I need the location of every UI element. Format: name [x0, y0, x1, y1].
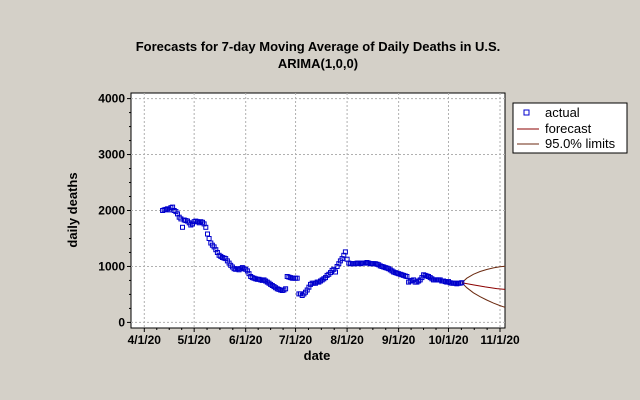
plot-area	[130, 92, 506, 329]
x-axis-label: date	[304, 348, 331, 363]
y-axis-label: daily deaths	[65, 172, 80, 247]
series-lines	[461, 265, 506, 308]
x-tick-label-1: 5/1/20	[177, 333, 211, 347]
x-tick-label-4: 8/1/20	[330, 333, 364, 347]
x-tick-label-0: 4/1/20	[128, 333, 162, 347]
y-axis-ticks: 0 1000 2000 3000 4000	[98, 92, 131, 329]
y-tick-label-3: 3000	[98, 148, 125, 162]
actual-point-104	[333, 269, 338, 275]
actual-point-74	[283, 286, 289, 292]
grid-lines	[131, 93, 505, 328]
actual-point-110	[342, 249, 348, 255]
legend-label-forecast: forecast	[545, 121, 592, 136]
legend-marker-actual	[523, 109, 530, 116]
y-tick-label-0: 0	[118, 315, 125, 329]
forecast-line	[461, 282, 506, 290]
legend-box	[512, 102, 628, 154]
actual-point-26	[203, 224, 209, 230]
x-tick-label-7: 11/1/20	[480, 333, 520, 347]
chart-subtitle: ARIMA(1,0,0)	[278, 56, 358, 71]
x-tick-label-3: 7/1/20	[279, 333, 313, 347]
actual-point-180	[459, 280, 465, 286]
actual-points	[160, 204, 465, 298]
y-tick-label-1: 1000	[98, 259, 125, 273]
x-tick-label-6: 10/1/20	[428, 333, 468, 347]
x-tick-label-2: 6/1/20	[229, 333, 263, 347]
actual-point-11	[178, 216, 184, 222]
legend: actual forecast 95.0% limits	[512, 102, 628, 154]
limit-line-3	[461, 282, 506, 308]
x-tick-label-5: 9/1/20	[382, 333, 416, 347]
legend-label-actual: actual	[545, 105, 580, 120]
y-tick-label-2: 2000	[98, 204, 125, 218]
y-tick-label-4: 4000	[98, 92, 125, 106]
actual-point-147	[404, 274, 410, 279]
limit-line-2	[461, 265, 506, 284]
x-axis-ticks: 4/1/20 5/1/20 6/1/20 7/1/20 8/1/20 9/1/20 10/1…	[128, 328, 520, 347]
actual-point-12	[180, 224, 185, 230]
chart-title: Forecasts for 7-day Moving Average of Da…	[136, 39, 501, 54]
legend-label-limits: 95.0% limits	[545, 136, 616, 151]
actual-point-81	[294, 275, 300, 281]
